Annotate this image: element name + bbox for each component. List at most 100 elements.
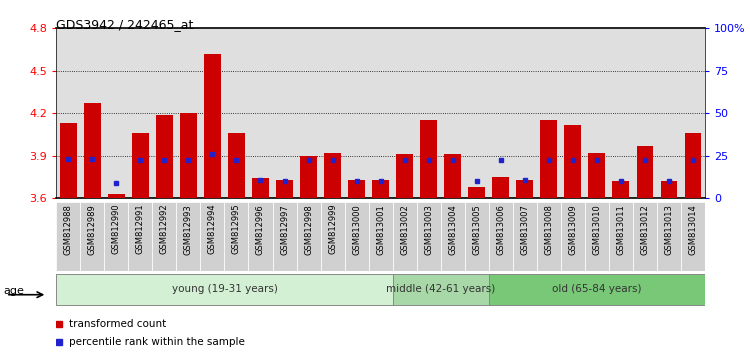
Bar <box>248 28 272 198</box>
Bar <box>272 28 296 198</box>
Text: GSM813007: GSM813007 <box>520 204 530 255</box>
Text: young (19-31 years): young (19-31 years) <box>172 284 278 294</box>
Bar <box>152 28 176 198</box>
Bar <box>344 202 368 271</box>
Text: GSM812993: GSM812993 <box>184 204 193 255</box>
Bar <box>56 274 393 304</box>
Bar <box>513 28 537 198</box>
Text: GSM812997: GSM812997 <box>280 204 289 255</box>
Bar <box>252 178 269 198</box>
Bar <box>468 187 485 198</box>
Text: old (65-84 years): old (65-84 years) <box>552 284 641 294</box>
Bar <box>80 28 104 198</box>
Bar <box>561 202 585 271</box>
Text: GSM813001: GSM813001 <box>376 204 386 255</box>
Text: GSM812989: GSM812989 <box>88 204 97 255</box>
Bar <box>561 28 585 198</box>
Text: middle (42-61 years): middle (42-61 years) <box>386 284 495 294</box>
Bar <box>348 180 365 198</box>
Bar <box>344 28 368 198</box>
Bar <box>80 202 104 271</box>
Text: percentile rank within the sample: percentile rank within the sample <box>69 337 245 347</box>
Bar <box>200 202 224 271</box>
Text: age: age <box>4 286 25 296</box>
Bar <box>661 181 677 198</box>
Text: GSM813014: GSM813014 <box>688 204 698 255</box>
Bar <box>681 202 705 271</box>
Bar <box>180 113 196 198</box>
Text: GSM813006: GSM813006 <box>496 204 506 255</box>
Text: GSM812991: GSM812991 <box>136 204 145 255</box>
Bar <box>609 202 633 271</box>
Bar <box>417 202 441 271</box>
Bar <box>492 177 509 198</box>
Bar <box>465 28 489 198</box>
Text: GSM813002: GSM813002 <box>400 204 410 255</box>
Text: GSM813012: GSM813012 <box>640 204 650 255</box>
Bar <box>420 120 437 198</box>
Text: GSM812990: GSM812990 <box>112 204 121 255</box>
Text: GSM813010: GSM813010 <box>592 204 602 255</box>
Bar <box>417 28 441 198</box>
Bar <box>128 202 152 271</box>
Bar <box>489 28 513 198</box>
Bar <box>513 202 537 271</box>
Bar <box>300 156 317 198</box>
Bar <box>444 154 461 198</box>
Bar <box>224 202 248 271</box>
Bar <box>589 153 605 198</box>
Text: GSM813013: GSM813013 <box>664 204 674 255</box>
Bar <box>320 202 344 271</box>
Bar <box>565 125 581 198</box>
Text: GSM812996: GSM812996 <box>256 204 265 255</box>
Bar <box>613 181 629 198</box>
Bar <box>393 202 417 271</box>
Bar <box>465 202 489 271</box>
Bar <box>176 28 200 198</box>
Bar <box>60 123 76 198</box>
Bar <box>176 202 200 271</box>
Bar <box>489 274 705 304</box>
Bar <box>537 202 561 271</box>
Bar <box>156 115 172 198</box>
Bar <box>372 180 389 198</box>
Text: GSM812999: GSM812999 <box>328 204 337 255</box>
Bar <box>108 194 124 198</box>
Bar <box>224 28 248 198</box>
Bar <box>489 202 513 271</box>
Text: GSM813009: GSM813009 <box>568 204 578 255</box>
Bar <box>104 202 128 271</box>
Text: GSM813005: GSM813005 <box>472 204 482 255</box>
Bar <box>276 180 293 198</box>
Bar <box>609 28 633 198</box>
Text: GDS3942 / 242465_at: GDS3942 / 242465_at <box>56 18 194 31</box>
Text: GSM813003: GSM813003 <box>424 204 433 255</box>
Bar <box>585 202 609 271</box>
Bar <box>200 28 224 198</box>
Bar <box>657 28 681 198</box>
Bar <box>537 28 561 198</box>
Text: GSM812992: GSM812992 <box>160 204 169 255</box>
Bar <box>681 28 705 198</box>
Bar <box>633 28 657 198</box>
Bar <box>84 103 100 198</box>
Bar <box>396 154 413 198</box>
Bar <box>128 28 152 198</box>
Bar <box>441 28 465 198</box>
Bar <box>132 133 148 198</box>
Bar <box>517 180 533 198</box>
Text: GSM813011: GSM813011 <box>616 204 626 255</box>
Bar <box>204 54 220 198</box>
Bar <box>637 146 653 198</box>
Bar <box>685 133 701 198</box>
Bar <box>368 28 393 198</box>
Bar <box>633 202 657 271</box>
Text: GSM812995: GSM812995 <box>232 204 241 255</box>
Bar <box>393 28 417 198</box>
Bar <box>368 202 393 271</box>
Text: GSM812988: GSM812988 <box>64 204 73 255</box>
Bar <box>228 133 244 198</box>
Bar <box>320 28 344 198</box>
Text: GSM813008: GSM813008 <box>544 204 554 255</box>
Bar <box>56 202 80 271</box>
